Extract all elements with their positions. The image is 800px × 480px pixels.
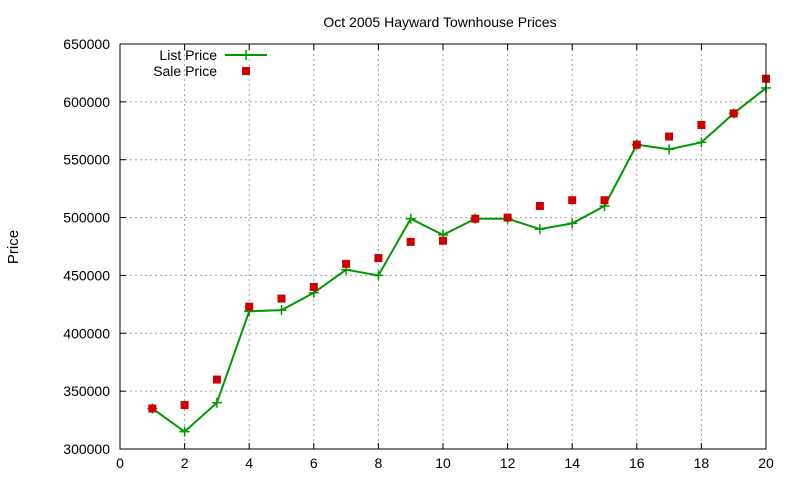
x-tick-label: 16: [629, 455, 645, 471]
sale-price-point: [245, 302, 254, 311]
legend-symbol-list-price: [225, 50, 267, 60]
list-price-point: [664, 144, 675, 155]
x-tick-label: 8: [375, 455, 383, 471]
sale-price-point: [342, 259, 351, 268]
list-price-point: [276, 305, 287, 316]
sale-price-point: [471, 214, 480, 223]
list-price-point: [211, 397, 222, 408]
y-axis-label: Price: [5, 230, 22, 264]
x-tick-label: 0: [116, 455, 124, 471]
x-tick-label: 10: [435, 455, 451, 471]
series: [147, 74, 771, 437]
y-tick-label: 450000: [63, 267, 110, 283]
sale-price-point: [665, 132, 674, 141]
sale-price-point: [439, 236, 447, 245]
sale-price-point: [212, 375, 221, 384]
x-tick-label: 12: [500, 455, 516, 471]
x-tick-label: 2: [181, 455, 189, 471]
sale-price-point: [374, 254, 383, 263]
tick-labels: 0 2 4 6 8 10 12 14 16 18 20 300000 350000 400000 45000…: [63, 36, 774, 471]
plot-frame: [119, 43, 767, 450]
sale-price-point: [535, 202, 544, 210]
legend-marker-sale-price: [242, 67, 250, 75]
legend-label-list-price: List Price: [159, 47, 217, 63]
y-tick-label: 400000: [63, 325, 110, 341]
sale-price-point: [309, 283, 318, 291]
grid: [120, 44, 766, 449]
sale-price-point: [697, 121, 706, 129]
list-price-point: [405, 213, 416, 224]
sale-price-point: [632, 140, 641, 149]
list-price-point: [696, 137, 707, 148]
list-price-point: [373, 270, 384, 281]
sale-price-point: [503, 213, 512, 222]
list-price-point: [179, 426, 190, 437]
sale-price-point: [729, 109, 738, 118]
x-tick-label: 20: [758, 455, 774, 471]
sale-price-point: [406, 237, 415, 246]
x-tick-label: 4: [245, 455, 253, 471]
sale-price-point: [148, 404, 157, 413]
list-price-point: [534, 224, 545, 235]
sale-price-point: [600, 196, 609, 205]
x-tick-label: 6: [310, 455, 318, 471]
chart-title: Oct 2005 Hayward Townhouse Prices: [323, 14, 556, 30]
y-tick-label: 350000: [63, 383, 110, 399]
y-tick-label: 500000: [63, 210, 110, 226]
legend: List Price Sale Price: [153, 47, 267, 79]
sale-price-point: [277, 294, 286, 303]
sale-price-point: [180, 401, 189, 410]
list-price-point: [567, 218, 578, 229]
x-tick-label: 14: [564, 455, 580, 471]
legend-label-sale-price: Sale Price: [153, 63, 217, 79]
x-tick-label: 18: [694, 455, 710, 471]
y-tick-label: 600000: [63, 94, 110, 110]
series-line-list-price: [151, 87, 767, 433]
sale-price-point: [568, 196, 577, 205]
y-tick-label: 300000: [63, 441, 110, 457]
y-tick-label: 550000: [63, 152, 110, 168]
legend-marker-list-price: [241, 50, 251, 60]
legend-symbol-sale-price: [242, 67, 250, 75]
y-tick-label: 650000: [63, 36, 110, 52]
